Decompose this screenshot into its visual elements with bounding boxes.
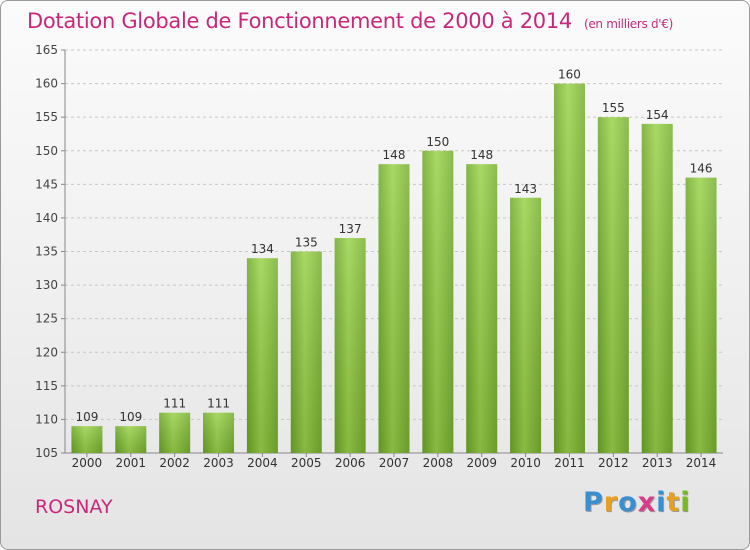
bar-shade (378, 164, 410, 453)
x-tick-label: 2003 (203, 456, 234, 470)
data-label: 148 (383, 148, 406, 162)
y-tick-label: 125 (35, 312, 58, 326)
y-tick-label: 105 (35, 446, 58, 460)
y-tick-label: 145 (35, 177, 58, 191)
chart-title-text: Dotation Globale de Fonctionnement de 20… (27, 9, 572, 33)
data-labels: 109 109 111 111 134 135 137 148 150 148 143 160 155 1… (75, 68, 712, 425)
y-tick-label: 160 (35, 77, 58, 91)
x-tick-label: 2005 (291, 456, 322, 470)
x-tick-label: 2008 (423, 456, 454, 470)
bar-shade (159, 412, 191, 453)
data-label: 135 (295, 236, 318, 250)
chart-title: Dotation Globale de Fonctionnement de 20… (27, 9, 673, 33)
data-label: 134 (251, 242, 274, 256)
bar-shade (115, 426, 147, 453)
x-tick-label: 2013 (642, 456, 673, 470)
bar-shade (246, 258, 278, 453)
bar-shade (422, 150, 454, 453)
y-tick-label: 130 (35, 278, 58, 292)
x-tick-label: 2002 (159, 456, 190, 470)
bar-shade (510, 197, 542, 453)
y-tick-label: 155 (35, 110, 58, 124)
data-label: 143 (514, 182, 537, 196)
bar-shade (553, 83, 585, 453)
y-tick-label: 120 (35, 345, 58, 359)
x-tick-label: 2000 (72, 456, 103, 470)
bar-shade (71, 426, 103, 453)
data-label: 160 (558, 68, 581, 82)
data-label: 148 (470, 148, 493, 162)
commune-name: ROSNAY (35, 496, 113, 518)
x-tick-label: 2001 (116, 456, 147, 470)
y-tick-label: 140 (35, 211, 58, 225)
data-label: 154 (646, 108, 669, 122)
y-tick-label: 150 (35, 144, 58, 158)
chart-subtitle: (en milliers d'€) (583, 17, 673, 31)
data-label: 109 (119, 410, 142, 424)
x-tick-label: 2006 (335, 456, 366, 470)
proxiti-logo: Proxiti (583, 487, 691, 518)
bar-shade (203, 412, 235, 453)
x-tick-label: 2010 (510, 456, 541, 470)
bar-shade (466, 164, 498, 453)
data-label: 137 (339, 222, 362, 236)
data-label: 111 (207, 397, 230, 411)
y-tick-label: 135 (35, 245, 58, 259)
bar-shade (641, 123, 673, 453)
y-tick-label: 110 (35, 412, 58, 426)
bar-shade (597, 117, 629, 454)
bar-shade (290, 251, 322, 453)
data-label: 150 (426, 135, 449, 149)
x-tick-label: 2007 (379, 456, 410, 470)
bar-shade (685, 177, 717, 453)
x-tick-label: 2004 (247, 456, 278, 470)
tick-labels: 105 110 115 120 125 130 135 140 145 150 155 160 165 2… (35, 43, 716, 470)
x-tick-label: 2012 (598, 456, 629, 470)
y-tick-label: 165 (35, 43, 58, 57)
data-label: 155 (602, 101, 625, 115)
data-label: 109 (75, 410, 98, 424)
x-tick-label: 2011 (554, 456, 585, 470)
bars (71, 83, 717, 454)
data-label: 146 (690, 162, 713, 176)
x-tick-label: 2009 (466, 456, 497, 470)
y-tick-label: 115 (35, 379, 58, 393)
bar-shade (334, 238, 366, 453)
data-label: 111 (163, 397, 186, 411)
x-tick-label: 2014 (686, 456, 717, 470)
